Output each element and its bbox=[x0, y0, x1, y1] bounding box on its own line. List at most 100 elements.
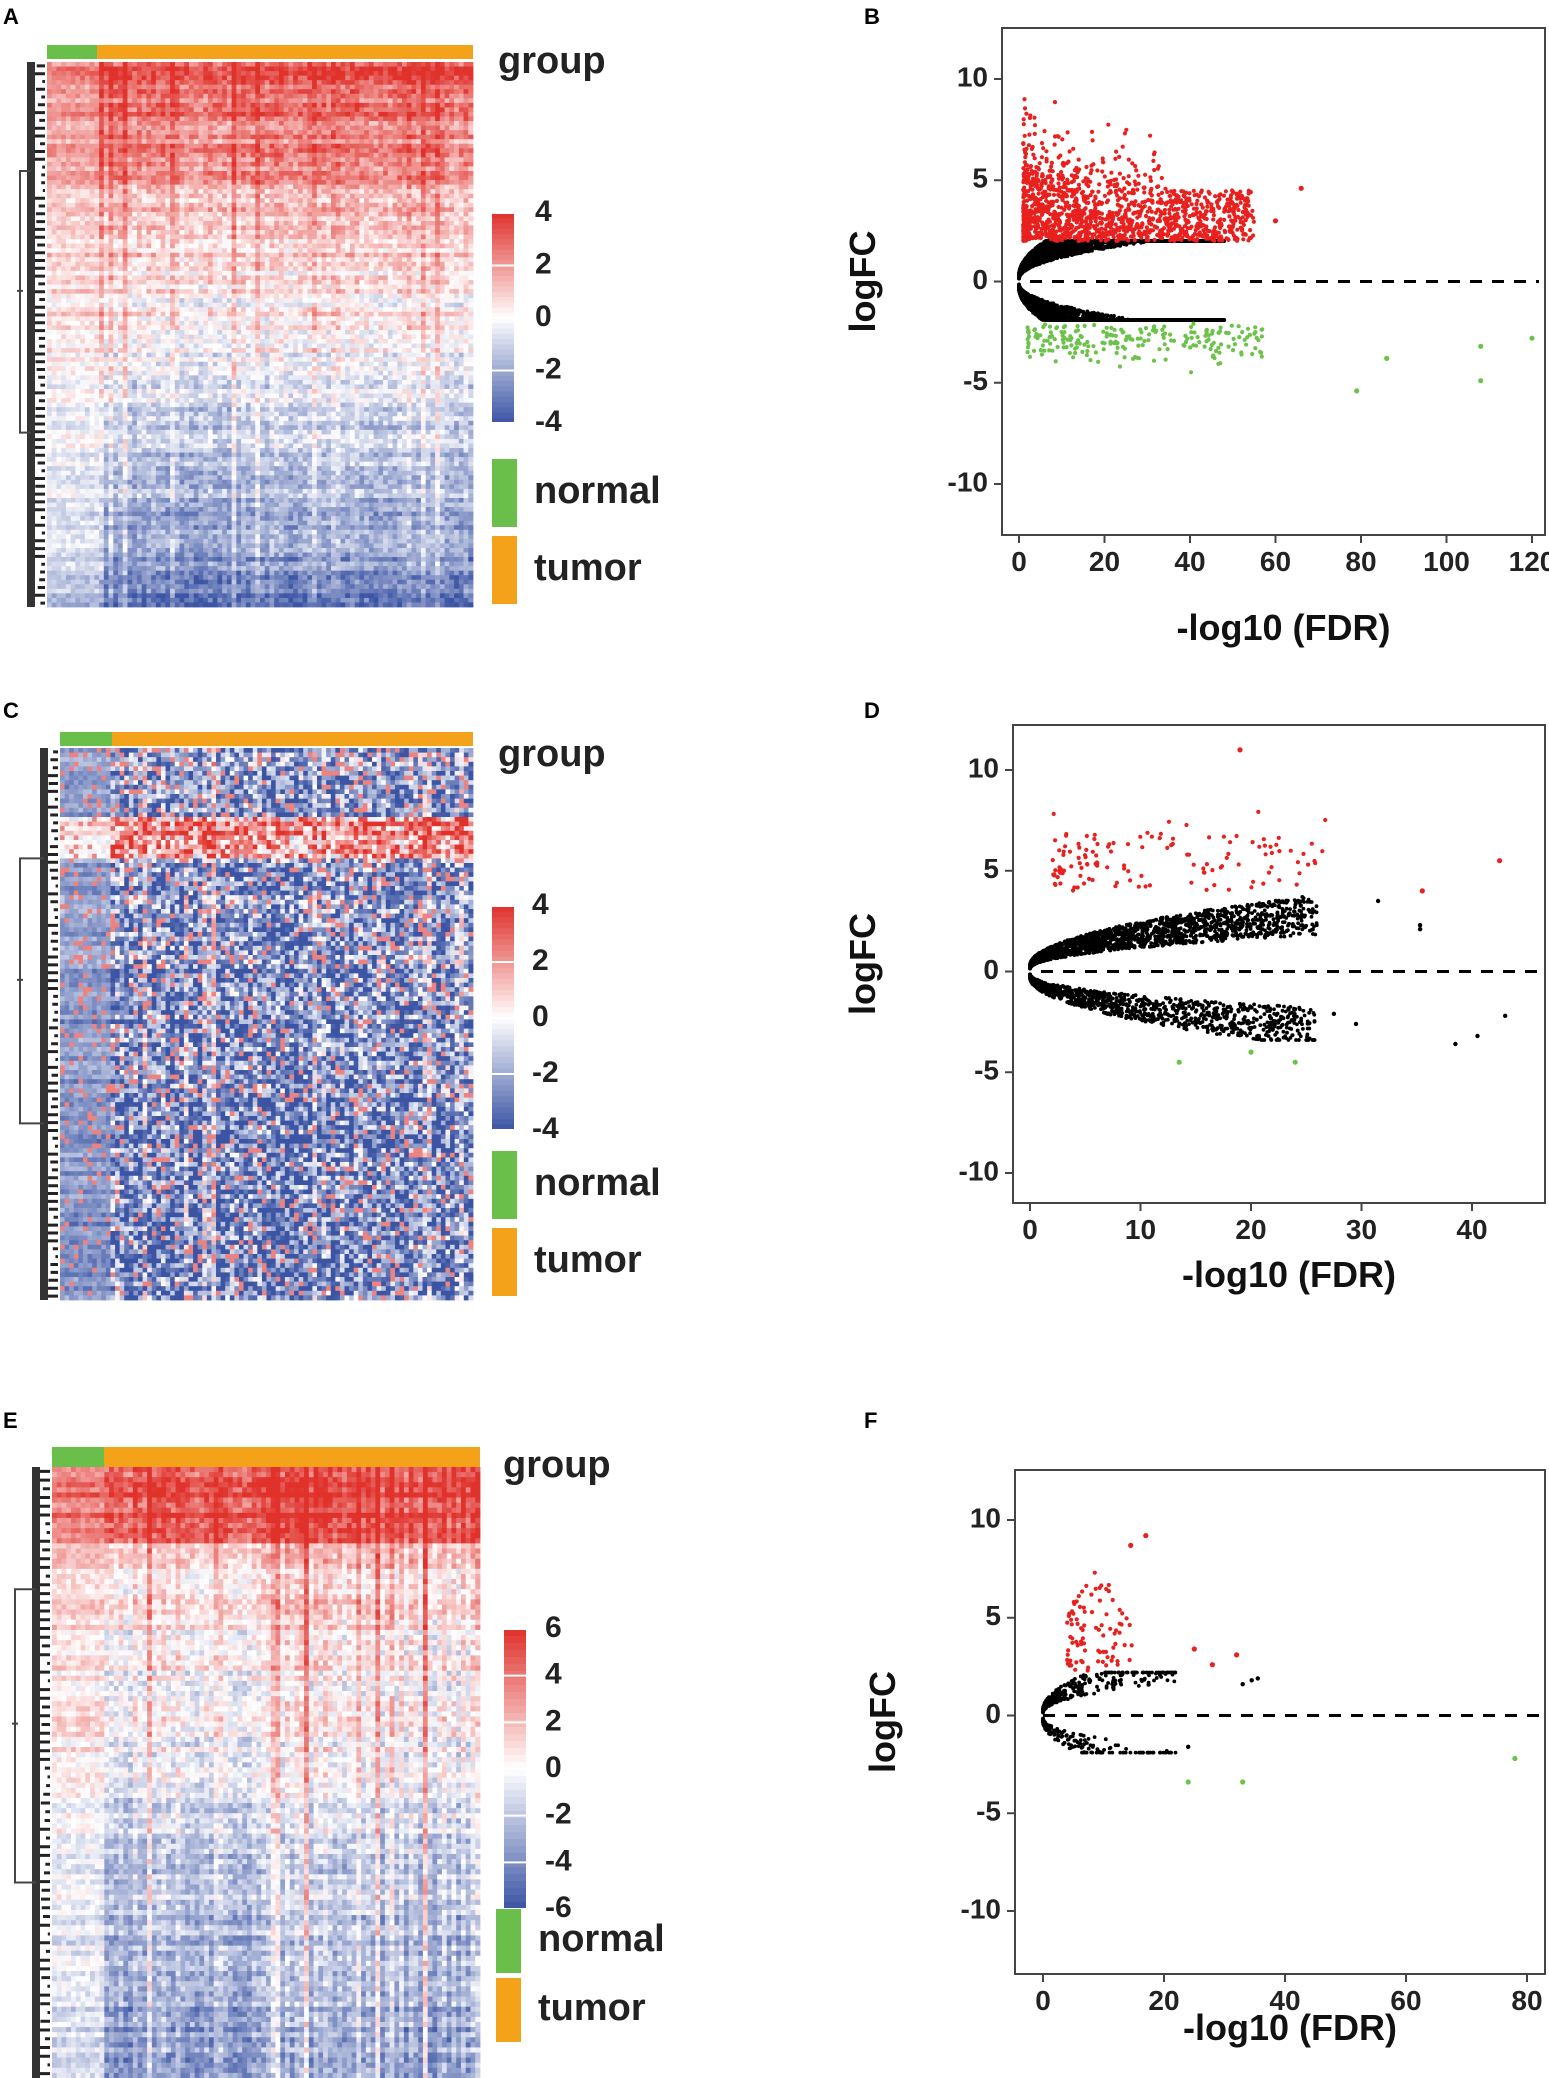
heatmap-cell bbox=[317, 62, 322, 67]
heatmap-cell bbox=[146, 89, 151, 94]
heatmap-cell bbox=[359, 117, 364, 122]
heatmap-cell bbox=[388, 71, 393, 76]
heatmap-cell bbox=[269, 85, 274, 90]
heatmap-cell bbox=[279, 80, 284, 85]
heatmap-cell bbox=[94, 62, 99, 67]
heatmap-cell bbox=[52, 80, 57, 85]
heatmap-cell bbox=[113, 80, 118, 85]
heatmap-cell bbox=[246, 121, 251, 126]
heatmap-cell bbox=[279, 121, 284, 126]
heatmap-cell bbox=[440, 76, 445, 81]
heatmap-cell bbox=[464, 62, 469, 67]
heatmap-cell bbox=[388, 80, 393, 85]
heatmap-cell bbox=[416, 80, 421, 85]
heatmap-cell bbox=[241, 71, 246, 76]
heatmap-cell bbox=[435, 85, 440, 90]
heatmap-cell bbox=[397, 98, 402, 103]
heatmap-cell bbox=[113, 89, 118, 94]
heatmap-cell bbox=[75, 76, 80, 81]
heatmap-cell bbox=[90, 103, 95, 108]
heatmap-cell bbox=[109, 117, 114, 122]
panel-label-b: B bbox=[864, 4, 880, 29]
heatmap-cell bbox=[203, 103, 208, 108]
heatmap-cell bbox=[288, 107, 293, 112]
heatmap-cell bbox=[203, 85, 208, 90]
heatmap-cell bbox=[355, 62, 360, 67]
heatmap-cell bbox=[227, 80, 232, 85]
heatmap-cell bbox=[449, 62, 454, 67]
heatmap-cell bbox=[397, 121, 402, 126]
heatmap-cell bbox=[430, 98, 435, 103]
heatmap-cell bbox=[170, 62, 175, 67]
heatmap-cell bbox=[359, 89, 364, 94]
heatmap-cell bbox=[61, 121, 66, 126]
heatmap-cell bbox=[340, 67, 345, 72]
heatmap-cell bbox=[468, 76, 473, 81]
heatmap-cell bbox=[303, 107, 308, 112]
heatmap-cell bbox=[213, 94, 218, 99]
heatmap-cell bbox=[113, 126, 118, 131]
heatmap-cell bbox=[383, 112, 388, 117]
heatmap-cell bbox=[464, 103, 469, 108]
heatmap-cell bbox=[132, 126, 137, 131]
heatmap-cell bbox=[393, 117, 398, 122]
heatmap-cell bbox=[142, 76, 147, 81]
heatmap-cell bbox=[388, 121, 393, 126]
heatmap-cell bbox=[198, 71, 203, 76]
heatmap-cell bbox=[279, 85, 284, 90]
heatmap-cell bbox=[71, 89, 76, 94]
heatmap-cell bbox=[184, 98, 189, 103]
heatmap-cell bbox=[445, 67, 450, 72]
heatmap-cell bbox=[146, 117, 151, 122]
heatmap-cell bbox=[440, 67, 445, 72]
heatmap-cell bbox=[123, 107, 128, 112]
heatmap-cell bbox=[255, 107, 260, 112]
heatmap-cell bbox=[322, 117, 327, 122]
heatmap-cell bbox=[265, 71, 270, 76]
heatmap-cell bbox=[416, 76, 421, 81]
heatmap-cell bbox=[416, 71, 421, 76]
heatmap-cell bbox=[109, 112, 114, 117]
heatmap-cell bbox=[241, 67, 246, 72]
heatmap-cell bbox=[293, 76, 298, 81]
heatmap-cell bbox=[345, 76, 350, 81]
heatmap-cell bbox=[222, 107, 227, 112]
heatmap-cell bbox=[208, 71, 213, 76]
heatmap-cell bbox=[298, 89, 303, 94]
heatmap-cell bbox=[445, 76, 450, 81]
heatmap-cell bbox=[104, 80, 109, 85]
heatmap-cell bbox=[317, 85, 322, 90]
heatmap-cell bbox=[165, 107, 170, 112]
heatmap-cell bbox=[71, 121, 76, 126]
heatmap-cell bbox=[407, 71, 412, 76]
heatmap-cell bbox=[430, 71, 435, 76]
heatmap-cell bbox=[402, 117, 407, 122]
heatmap-cell bbox=[464, 107, 469, 112]
heatmap-cell bbox=[132, 76, 137, 81]
heatmap-cell bbox=[156, 76, 161, 81]
heatmap-cell bbox=[198, 103, 203, 108]
heatmap-cell bbox=[359, 103, 364, 108]
heatmap-cell bbox=[307, 76, 312, 81]
heatmap-cell bbox=[194, 121, 199, 126]
heatmap-cell bbox=[127, 85, 132, 90]
heatmap-cell bbox=[322, 85, 327, 90]
heatmap-cell bbox=[288, 85, 293, 90]
heatmap-cell bbox=[336, 80, 341, 85]
heatmap-cell bbox=[393, 62, 398, 67]
heatmap-cell bbox=[227, 89, 232, 94]
heatmap-cell bbox=[47, 71, 52, 76]
panel-label-a: A bbox=[3, 4, 19, 29]
heatmap-cell bbox=[260, 71, 265, 76]
heatmap-cell bbox=[284, 89, 289, 94]
heatmap-cell bbox=[184, 94, 189, 99]
heatmap-cell bbox=[369, 98, 374, 103]
heatmap-cell bbox=[52, 112, 57, 117]
heatmap-cell bbox=[445, 112, 450, 117]
heatmap-cell bbox=[175, 62, 180, 67]
heatmap-cell bbox=[312, 85, 317, 90]
heatmap-cell bbox=[298, 85, 303, 90]
heatmap-cell bbox=[80, 89, 85, 94]
heatmap-cell bbox=[203, 71, 208, 76]
heatmap-cell bbox=[175, 98, 180, 103]
